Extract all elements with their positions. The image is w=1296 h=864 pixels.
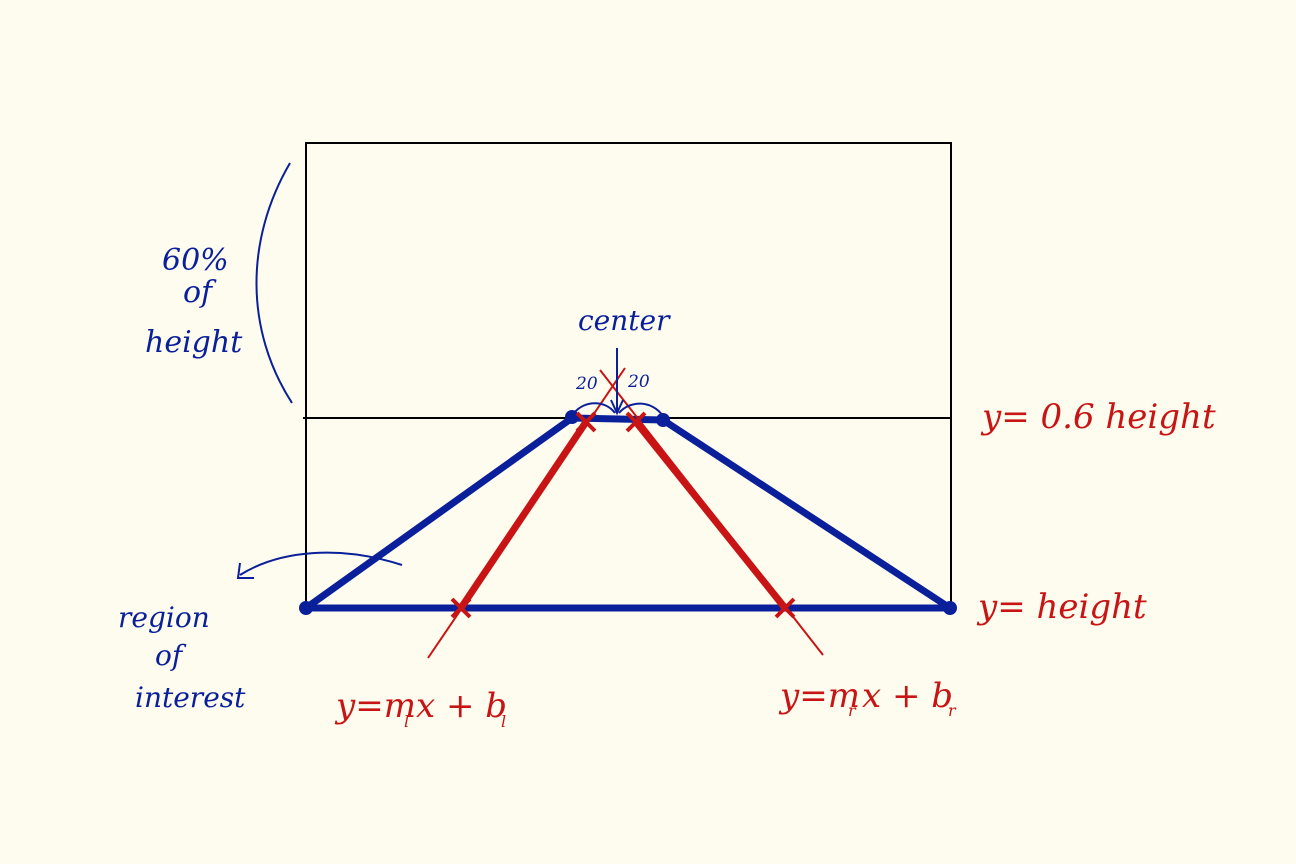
x-mark-left-bottom	[450, 597, 472, 619]
equation-left-lane: y=m l x + b l	[334, 686, 507, 731]
x-mark-right-top	[625, 411, 647, 433]
right-lane-eq-sub-m: r	[848, 701, 857, 720]
label-height: height	[145, 325, 243, 360]
roi-pointer-arrowhead	[236, 562, 254, 579]
right-lane-eq-rest: x + b	[862, 676, 953, 716]
label-of-1: of	[183, 275, 217, 310]
x-mark-left-top	[575, 411, 597, 433]
left-lane-extension	[427, 367, 626, 659]
left-lane-eq-sub-b: l	[501, 712, 506, 731]
left-lane-eq-sub-m: l	[404, 712, 409, 731]
region-of-interest-trapezoid	[302, 414, 954, 612]
left-lane-eq-main: y=m	[334, 686, 416, 726]
left-lane-eq-rest: x + b	[416, 686, 507, 726]
roi-vertex-bottom-right	[943, 601, 957, 615]
roi-vertex-top-right	[656, 413, 670, 427]
label-of-2: of	[155, 639, 187, 672]
center-arrow-head	[610, 399, 624, 416]
right-lane-line	[633, 419, 788, 611]
right-lane-eq-main: y=m	[778, 676, 860, 716]
label-region: region	[118, 601, 210, 634]
offset-arc-right	[618, 402, 664, 417]
label-60-percent: 60%	[162, 243, 229, 278]
label-interest: interest	[135, 681, 246, 714]
height-brace	[255, 162, 293, 404]
roi-vertex-bottom-left	[299, 601, 313, 615]
equation-bottom-line: y= height	[976, 587, 1147, 627]
label-center: center	[578, 304, 671, 337]
equation-right-lane: y=m r x + b r	[778, 676, 957, 720]
x-mark-right-bottom	[774, 597, 796, 619]
intersection-marks	[450, 411, 796, 619]
equation-top-line: y= 0.6 height	[980, 397, 1216, 437]
roi-vertex-top-left	[565, 410, 579, 424]
label-offset-left: 20	[575, 374, 598, 394]
right-lane-eq-sub-b: r	[948, 701, 957, 720]
offset-arc-left	[573, 402, 616, 414]
label-offset-right: 20	[627, 372, 650, 392]
roi-pointer-arrow	[239, 551, 403, 576]
